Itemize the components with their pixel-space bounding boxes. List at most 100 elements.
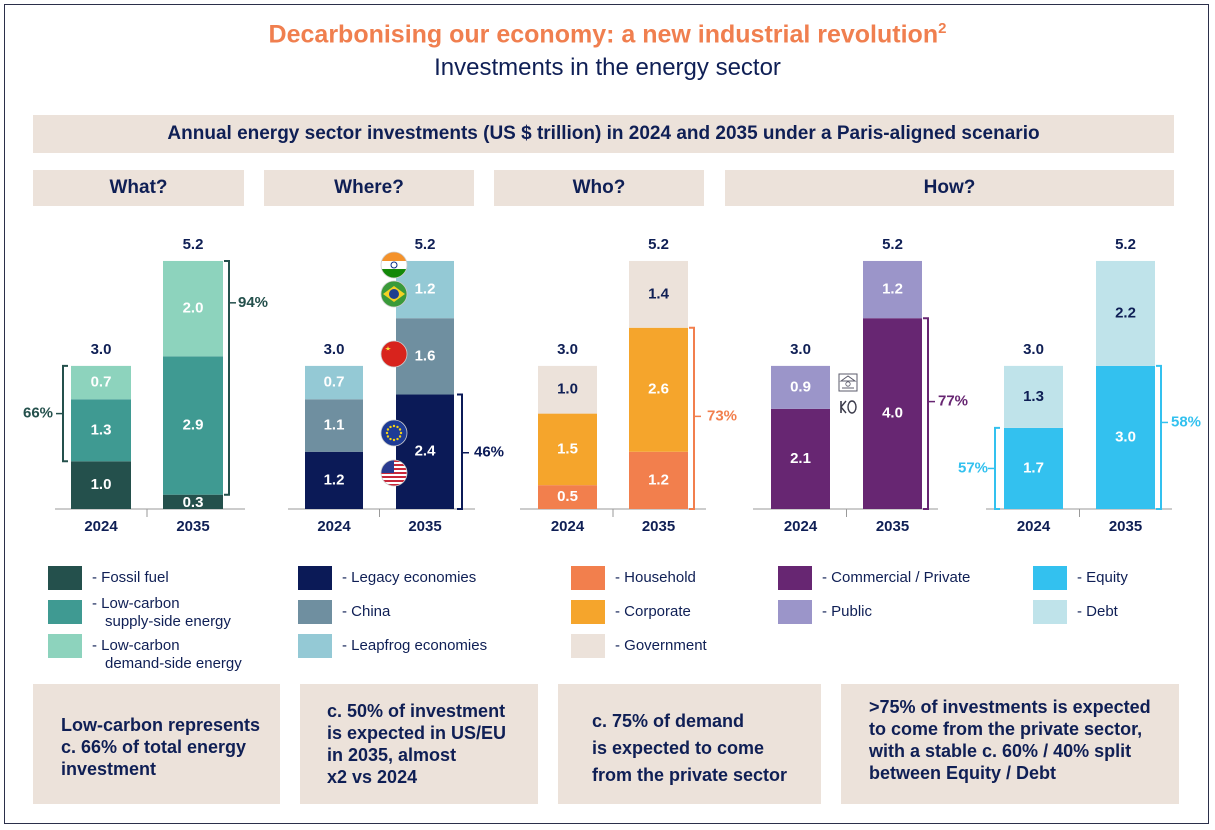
- note-where-line: is expected in US/EU: [327, 723, 507, 743]
- bar-segment: [163, 260, 223, 357]
- data-label: 0.3: [183, 494, 204, 511]
- flag-stripe: [381, 261, 407, 269]
- bar-segment: [629, 451, 688, 509]
- data-label: 1.0: [91, 476, 112, 493]
- eu-flag-icon: [380, 419, 408, 447]
- legend-label-fossil-fuel: - Fossil fuel: [92, 569, 169, 586]
- data-label: 1.2: [415, 281, 436, 298]
- note-where-line: c. 50% of investment: [327, 701, 506, 721]
- company-mark: [840, 400, 847, 408]
- data-label: 2.2: [1115, 304, 1136, 321]
- legend-label-public: - Public: [822, 603, 873, 620]
- flag-field: [381, 420, 407, 446]
- data-label: 2.4: [415, 443, 437, 460]
- bracket: [224, 259, 230, 496]
- page-subtitle: Investments in the energy sector: [434, 54, 781, 81]
- total-label: 3.0: [324, 341, 345, 358]
- legend-swatch-china: [298, 600, 332, 624]
- china-flag-icon-fill: [381, 341, 407, 367]
- bar-segment: [538, 413, 597, 486]
- brazil-flag-icon-rim: [380, 280, 408, 308]
- india-flag-icon-fill: [381, 252, 407, 278]
- bar-segment: [863, 260, 922, 319]
- bar-segment: [629, 260, 688, 328]
- bracket: [994, 426, 1000, 510]
- bar-segment: [538, 365, 597, 414]
- data-label: 2.1: [790, 450, 811, 467]
- note-how-line: with a stable c. 60% / 40% split: [869, 741, 1132, 761]
- data-label: 1.2: [648, 471, 669, 488]
- bank-coin: [845, 381, 851, 387]
- total-label: 5.2: [882, 236, 903, 253]
- legend-swatch-commercial: [778, 566, 812, 590]
- tick-label: 2024: [551, 518, 585, 535]
- note-who-line: c. 75% of demand: [592, 711, 745, 731]
- data-label: 1.0: [557, 381, 578, 398]
- note-where-line: x2 vs 2024: [327, 767, 418, 787]
- flag-star: [385, 346, 391, 351]
- brazil-flag-icon: [380, 280, 408, 308]
- legend-label-government: - Government: [615, 637, 707, 654]
- legend-swatch-legacy: [298, 566, 332, 590]
- note-where-line: in 2035, almost: [327, 745, 457, 765]
- tick-label: 2035: [642, 518, 675, 535]
- flag-star: [399, 431, 403, 435]
- data-label: 1.3: [1023, 388, 1044, 405]
- flag-stripe: [381, 476, 407, 478]
- bar-segment: [771, 408, 830, 509]
- total-label: 3.0: [790, 341, 811, 358]
- bracket: [457, 393, 463, 510]
- bar-segment: [1004, 427, 1063, 509]
- flag-star: [396, 425, 399, 429]
- legend-label-corporate: - Corporate: [615, 603, 691, 620]
- note-where: c. 50% of investment is expected in US/E…: [300, 684, 538, 804]
- india-flag-icon-rim: [380, 251, 408, 279]
- note-how-line: >75% of investments is expected: [869, 697, 1151, 717]
- data-label: 1.6: [415, 347, 436, 364]
- legend-label-low-carbon-supply: - Low-carbon supply-side energy: [92, 595, 231, 630]
- legend-swatch-corporate: [571, 600, 605, 624]
- bracket: [689, 326, 695, 510]
- annotation-label: 77%: [938, 393, 968, 410]
- flag-star: [389, 425, 392, 429]
- data-label: 3.0: [1115, 428, 1136, 445]
- bar-segment: [163, 356, 223, 495]
- legend-swatch-household: [571, 566, 605, 590]
- flag-star: [392, 424, 396, 428]
- legend-label-china: - China: [342, 603, 391, 620]
- annotation-label: 58%: [1171, 413, 1201, 430]
- total-label: 5.2: [648, 236, 669, 253]
- data-label: 1.7: [1023, 459, 1044, 476]
- bracket: [1156, 364, 1162, 510]
- total-label: 5.2: [1115, 236, 1136, 253]
- legend-swatch-debt: [1033, 600, 1067, 624]
- legend-swatch-fossil-fuel: [48, 566, 82, 590]
- tick-label: 2035: [176, 518, 209, 535]
- usa-flag-icon-fill: [381, 460, 407, 486]
- flag-star: [398, 435, 402, 438]
- legend-label-debt: - Debt: [1077, 603, 1118, 620]
- tick-label: 2024: [784, 518, 818, 535]
- brazil-flag-icon-fill: [381, 281, 407, 307]
- legend-label-legacy: - Legacy economies: [342, 569, 477, 586]
- data-label: 1.5: [557, 440, 578, 457]
- flag-stripe: [381, 480, 407, 482]
- flag-globe: [389, 289, 399, 299]
- legend-label-household: - Household: [615, 569, 696, 586]
- flag-wheel: [390, 261, 398, 269]
- bracket: [62, 364, 68, 463]
- note-how: >75% of investments is expected to come …: [841, 684, 1179, 804]
- tick-label: 2035: [408, 518, 441, 535]
- section-where-header: Where?: [264, 170, 474, 206]
- data-label: 1.3: [91, 421, 112, 438]
- data-label: 0.7: [324, 374, 345, 391]
- bank-outline: [838, 373, 858, 392]
- bar-segment: [163, 494, 223, 509]
- company-mark: [847, 400, 857, 414]
- flag-star: [389, 437, 392, 441]
- data-label: 2.6: [648, 381, 669, 398]
- bar-segment: [1096, 260, 1155, 366]
- usa-flag-icon-rim: [380, 459, 408, 487]
- section-how-header: How?: [725, 170, 1174, 206]
- flag-star: [396, 437, 399, 441]
